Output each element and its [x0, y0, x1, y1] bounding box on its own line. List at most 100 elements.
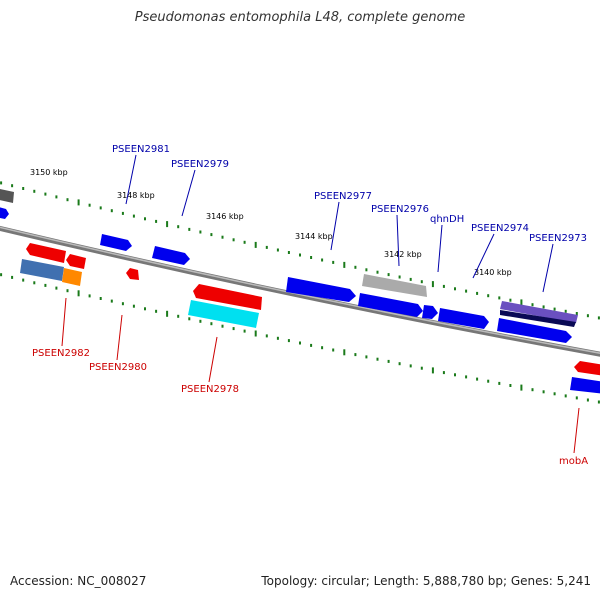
minor-tick: [597, 316, 600, 320]
gene-feature[interactable]: [497, 318, 572, 343]
gene-feature[interactable]: [126, 268, 139, 280]
minor-tick: [454, 287, 456, 291]
minor-tick: [542, 305, 545, 309]
minor-tick: [354, 265, 357, 269]
minor-tick: [99, 297, 102, 300]
minor-tick: [155, 309, 158, 313]
gene-feature[interactable]: [193, 284, 262, 310]
gene-feature[interactable]: [0, 206, 9, 219]
gene-feature[interactable]: [26, 243, 66, 263]
major-tick: [166, 221, 169, 228]
minor-tick: [332, 260, 335, 264]
minor-tick: [531, 303, 534, 307]
gene-label-qhndh[interactable]: qhnDH: [430, 214, 464, 225]
kbp-marker: 3140 kbp: [474, 268, 512, 277]
gene-label-pseen2976[interactable]: PSEEN2976: [371, 204, 429, 215]
gene-feature[interactable]: [358, 293, 423, 317]
gene-feature[interactable]: [570, 377, 600, 394]
gene-feature[interactable]: [20, 259, 64, 281]
gene-feature[interactable]: [62, 268, 82, 286]
accession-text: Accession: NC_008027: [10, 574, 147, 588]
gene-label-pseen2981[interactable]: PSEEN2981: [112, 144, 170, 155]
minor-tick: [553, 307, 556, 311]
minor-tick: [121, 211, 124, 215]
kbp-marker: 3150 kbp: [30, 168, 68, 177]
topology-text: Topology: circular; Length: 5,888,780 bp…: [261, 574, 591, 588]
minor-tick: [144, 217, 146, 221]
map-title: Pseudomonas entomophila L48, complete ge…: [134, 10, 466, 25]
minor-tick: [387, 359, 390, 363]
gene-feature[interactable]: [100, 234, 132, 251]
gene-feature[interactable]: [362, 274, 427, 297]
minor-tick: [188, 317, 191, 321]
minor-tick: [542, 390, 545, 394]
minor-tick: [487, 379, 490, 383]
minor-tick: [210, 322, 213, 326]
minor-tick: [33, 281, 36, 285]
minor-tick: [66, 289, 69, 293]
major-tick: [520, 384, 523, 391]
minor-tick: [276, 336, 279, 340]
minor-tick: [310, 256, 313, 259]
minor-tick: [232, 238, 235, 242]
minor-tick: [575, 312, 578, 315]
minor-tick: [110, 299, 113, 303]
genome-backbone-highlight: [0, 226, 600, 354]
gene-feature[interactable]: [188, 300, 259, 328]
minor-tick: [321, 258, 324, 262]
gene-feature[interactable]: [286, 277, 356, 302]
major-tick: [77, 290, 80, 297]
minor-tick: [376, 357, 379, 361]
major-tick: [254, 241, 257, 248]
minor-tick: [55, 195, 58, 199]
minor-tick: [564, 309, 567, 313]
minor-tick: [55, 286, 58, 290]
minor-tick: [365, 355, 368, 359]
gene-feature[interactable]: [438, 308, 489, 329]
minor-tick: [476, 377, 479, 381]
minor-tick: [265, 245, 268, 249]
minor-tick: [177, 314, 180, 318]
minor-tick: [11, 184, 14, 188]
gene-feature[interactable]: [422, 305, 438, 319]
gene-label-pseen2977[interactable]: PSEEN2977: [314, 191, 372, 202]
gene-feature[interactable]: [0, 188, 14, 203]
minor-tick: [498, 296, 501, 300]
gene-feature[interactable]: [500, 301, 578, 323]
reverse-leader-lines: [61, 297, 580, 454]
gene-label-pseen2978[interactable]: PSEEN2978: [181, 384, 239, 395]
minor-tick: [144, 307, 146, 311]
gene-label-moba[interactable]: mobA: [559, 456, 588, 467]
major-tick: [166, 310, 169, 317]
minor-tick: [564, 394, 567, 398]
gene-feature[interactable]: [500, 310, 576, 327]
minor-tick: [420, 366, 423, 370]
minor-tick: [110, 209, 113, 213]
minor-tick: [33, 189, 36, 193]
minor-tick: [232, 327, 235, 331]
minor-tick: [332, 348, 335, 352]
gene-label-pseen2980[interactable]: PSEEN2980: [89, 362, 147, 373]
gene-feature[interactable]: [152, 246, 190, 265]
minor-tick: [287, 251, 290, 254]
gene-feature[interactable]: [66, 254, 86, 269]
minor-tick: [310, 343, 313, 347]
minor-tick: [199, 319, 202, 323]
minor-tick: [221, 235, 224, 239]
minor-tick: [487, 294, 490, 298]
kbp-marker: 3144 kbp: [295, 232, 333, 241]
minor-tick: [121, 302, 124, 306]
gene-label-pseen2973[interactable]: PSEEN2973: [529, 233, 587, 244]
gene-label-pseen2974[interactable]: PSEEN2974: [471, 223, 529, 234]
minor-tick: [586, 398, 589, 402]
minor-tick: [575, 396, 578, 400]
gene-label-pseen2982[interactable]: PSEEN2982: [32, 348, 90, 359]
minor-tick: [376, 270, 379, 274]
minor-tick: [321, 346, 324, 350]
major-tick: [343, 261, 346, 268]
minor-tick: [442, 371, 445, 375]
minor-tick: [132, 214, 135, 218]
gene-feature[interactable]: [574, 361, 600, 376]
gene-label-pseen2979[interactable]: PSEEN2979: [171, 159, 229, 170]
